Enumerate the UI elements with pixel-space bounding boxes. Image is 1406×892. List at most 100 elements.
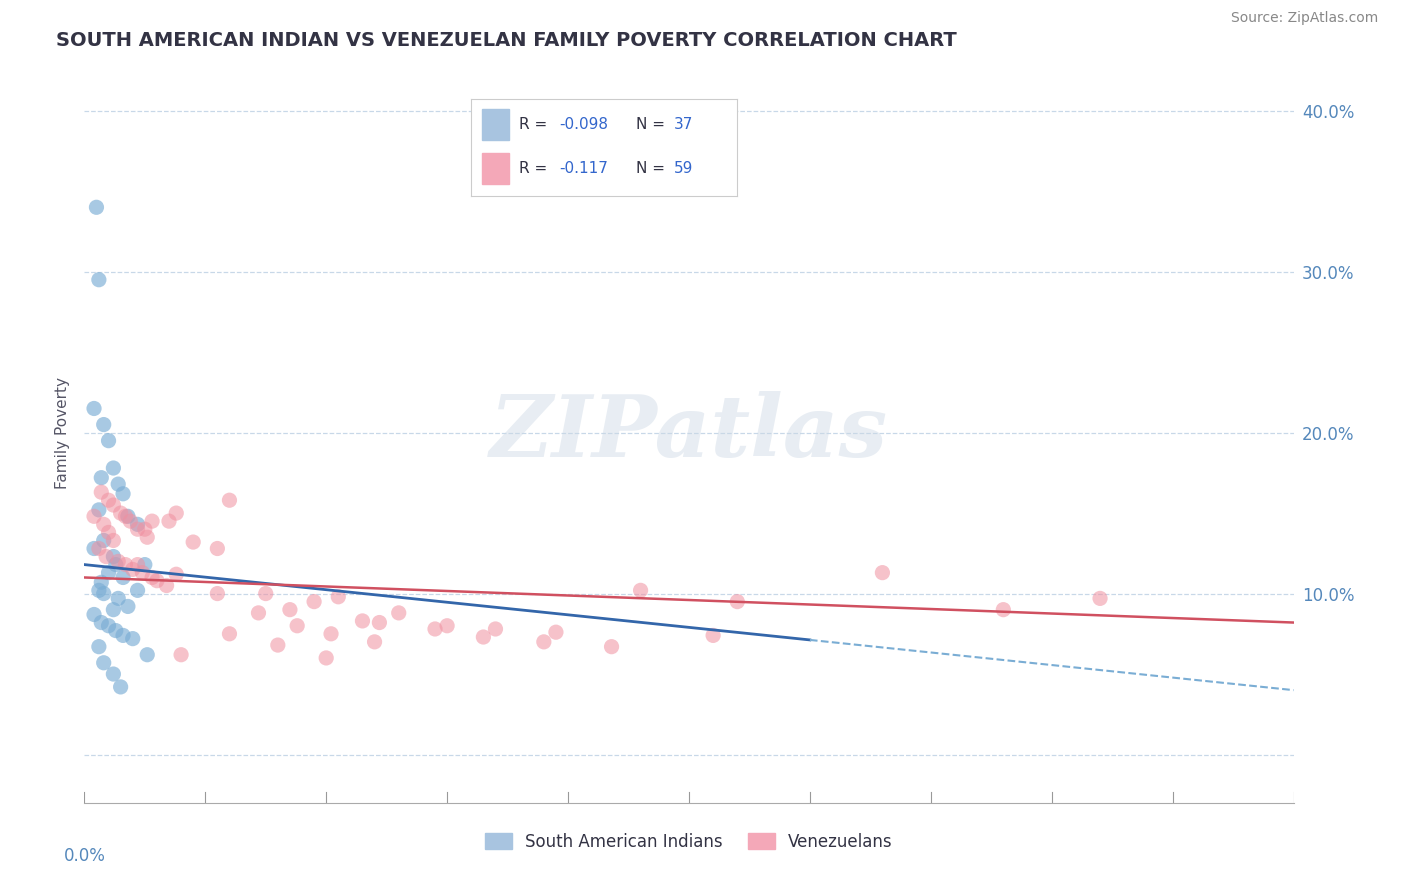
Point [157, 514, 180, 528]
Legend: South American Indians, Venezuelans: South American Indians, Venezuelans [478, 826, 900, 857]
Point [110, 506, 132, 520]
Point [90, 575, 112, 590]
Point [107, 591, 129, 606]
Point [725, 594, 748, 608]
Point [83, 607, 105, 622]
Point [181, 535, 204, 549]
Point [97, 619, 120, 633]
Point [87, 583, 110, 598]
Point [218, 493, 240, 508]
Point [319, 627, 342, 641]
Point [141, 514, 163, 528]
Point [218, 627, 240, 641]
Point [872, 566, 894, 580]
Point [114, 558, 136, 572]
Point [600, 640, 623, 654]
Point [134, 522, 156, 536]
Point [423, 622, 446, 636]
Point [97, 493, 120, 508]
Point [103, 602, 125, 616]
Point [103, 498, 125, 512]
Text: ZIPatlas: ZIPatlas [489, 391, 889, 475]
Point [136, 648, 159, 662]
Point [127, 522, 149, 536]
Point [93, 517, 115, 532]
Point [702, 628, 724, 642]
Point [87, 541, 110, 556]
Point [87, 503, 110, 517]
Point [97, 566, 120, 580]
Point [90, 471, 112, 485]
Point [127, 583, 149, 598]
Point [103, 667, 125, 681]
Point [104, 624, 127, 638]
Point [155, 578, 177, 592]
Point [112, 570, 135, 584]
Point [90, 615, 112, 630]
Point [131, 566, 153, 580]
Text: 0.0%: 0.0% [63, 847, 105, 865]
Point [544, 625, 567, 640]
Text: Source: ZipAtlas.com: Source: ZipAtlas.com [1230, 12, 1378, 25]
Point [315, 651, 337, 665]
Point [121, 562, 143, 576]
Point [120, 514, 142, 528]
Point [114, 509, 136, 524]
Point [207, 586, 229, 600]
Point [328, 590, 350, 604]
Point [170, 648, 193, 662]
Point [94, 549, 117, 564]
Point [93, 417, 115, 432]
Point [86, 200, 108, 214]
Point [207, 541, 229, 556]
Point [93, 533, 115, 548]
Point [285, 619, 308, 633]
Point [141, 570, 163, 584]
Point [1088, 591, 1111, 606]
Point [97, 434, 120, 448]
Point [993, 602, 1015, 616]
Point [97, 525, 120, 540]
Point [165, 567, 187, 582]
Point [484, 622, 506, 636]
Point [368, 615, 391, 630]
Point [436, 619, 458, 633]
Point [103, 549, 125, 564]
Point [87, 273, 110, 287]
Point [90, 485, 112, 500]
Point [104, 558, 127, 572]
Point [127, 517, 149, 532]
Point [134, 558, 156, 572]
Point [112, 628, 135, 642]
Point [117, 509, 139, 524]
Point [83, 509, 105, 524]
Point [472, 630, 495, 644]
Point [93, 586, 115, 600]
Point [363, 635, 385, 649]
Text: SOUTH AMERICAN INDIAN VS VENEZUELAN FAMILY POVERTY CORRELATION CHART: SOUTH AMERICAN INDIAN VS VENEZUELAN FAMI… [56, 31, 957, 50]
Point [107, 477, 129, 491]
Point [112, 487, 135, 501]
Point [83, 401, 105, 416]
Point [117, 599, 139, 614]
Point [388, 606, 411, 620]
Point [127, 558, 149, 572]
Y-axis label: Family Poverty: Family Poverty [55, 376, 70, 489]
Point [87, 640, 110, 654]
Point [165, 506, 187, 520]
Point [103, 461, 125, 475]
Point [103, 533, 125, 548]
Point [247, 606, 270, 620]
Point [110, 680, 132, 694]
Point [107, 554, 129, 568]
Point [93, 656, 115, 670]
Point [267, 638, 290, 652]
Point [136, 530, 159, 544]
Point [121, 632, 143, 646]
Point [533, 635, 555, 649]
Point [254, 586, 277, 600]
Point [83, 541, 105, 556]
Point [630, 583, 652, 598]
Point [302, 594, 325, 608]
Point [352, 614, 374, 628]
